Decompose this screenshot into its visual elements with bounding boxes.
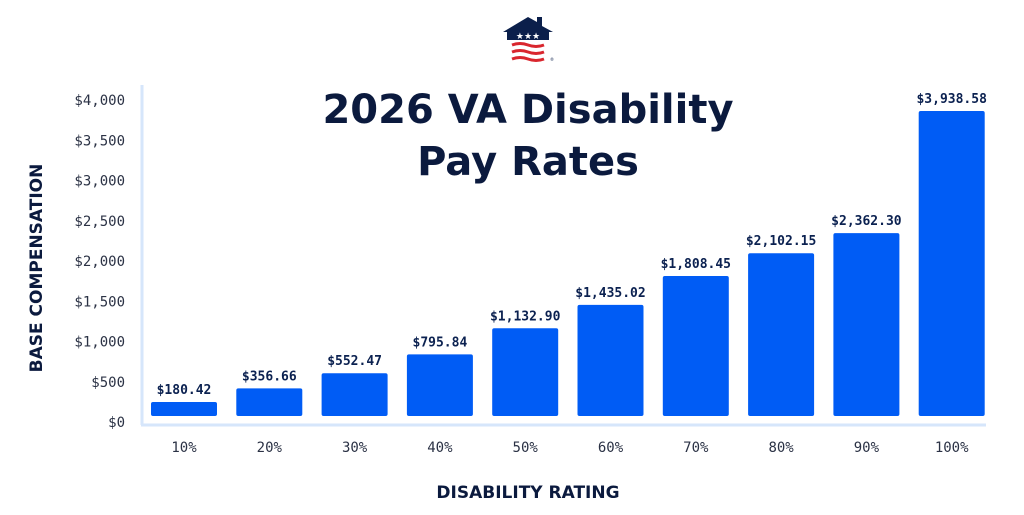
bar-90% — [833, 233, 900, 416]
x-axis-label: DISABILITY RATING — [436, 483, 619, 503]
x-tick-label: 80% — [768, 440, 794, 456]
bar-40% — [406, 354, 473, 416]
x-tick-label: 40% — [427, 440, 453, 456]
y-tick-label: $1,500 — [74, 294, 125, 310]
bar-80% — [748, 253, 815, 416]
bar-20% — [236, 388, 303, 416]
y-tick-label: $1,000 — [74, 335, 125, 351]
data-label: $3,938.58 — [916, 92, 987, 107]
x-tick-label: 10% — [171, 440, 197, 456]
bar-100% — [918, 111, 985, 416]
data-label: $1,132.90 — [490, 309, 561, 324]
data-label: $356.66 — [242, 369, 297, 384]
bar-70% — [662, 275, 729, 416]
x-tick-label: 100% — [935, 440, 969, 456]
y-tick-label: $0 — [108, 415, 125, 431]
y-tick-label: $500 — [91, 375, 125, 391]
logo: ★★★ ® — [503, 17, 554, 62]
x-tick-label: 70% — [683, 440, 709, 456]
y-tick-label: $2,000 — [74, 254, 125, 270]
bar-10% — [151, 402, 217, 416]
y-tick-label: $4,000 — [74, 93, 125, 109]
chart-title-line-1: 2026 VA Disability — [322, 87, 733, 133]
svg-text:®: ® — [550, 57, 554, 62]
y-tick-label: $3,500 — [74, 133, 125, 149]
x-tick-label: 30% — [342, 440, 368, 456]
data-label: $2,102.15 — [746, 234, 816, 249]
x-tick-label: 90% — [854, 440, 880, 456]
data-label: $1,435.02 — [575, 286, 645, 301]
y-tick-label: $2,500 — [74, 214, 125, 230]
bar-60% — [577, 304, 644, 416]
bar-30% — [321, 373, 388, 416]
chart-title-line-2: Pay Rates — [417, 139, 639, 185]
x-tick-label: 20% — [257, 440, 283, 456]
x-tick-label: 50% — [513, 440, 539, 456]
y-axis-label: BASE COMPENSATION — [27, 164, 47, 373]
data-label: $2,362.30 — [831, 214, 902, 229]
data-label: $795.84 — [413, 335, 468, 350]
house-roof-icon — [503, 17, 553, 32]
data-label: $180.42 — [157, 383, 212, 398]
svg-text:★★★: ★★★ — [516, 32, 540, 42]
x-tick-label: 60% — [598, 440, 624, 456]
bar-50% — [492, 328, 559, 416]
y-tick-label: $3,000 — [74, 174, 125, 190]
data-label: $552.47 — [327, 354, 382, 369]
data-label: $1,808.45 — [661, 257, 731, 272]
